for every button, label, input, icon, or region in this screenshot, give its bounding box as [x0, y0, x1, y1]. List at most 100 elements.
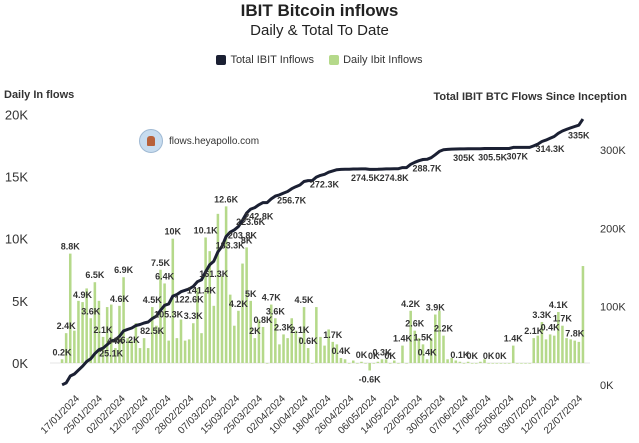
- total-value-label: 274.5K: [351, 173, 381, 183]
- daily-bar: [109, 304, 113, 363]
- daily-bar: [315, 307, 318, 363]
- bar-value-label: 5K: [245, 289, 257, 299]
- bar-value-label: 3.3K: [532, 310, 552, 320]
- apollo-logo-icon: [139, 129, 163, 153]
- daily-bar: [434, 314, 437, 363]
- daily-bar: [171, 238, 175, 363]
- legend-item-total[interactable]: Total IBIT Inflows: [216, 54, 314, 66]
- daily-bar: [368, 363, 371, 371]
- daily-bar: [192, 323, 195, 363]
- daily-bar: [573, 340, 577, 363]
- daily-bar: [282, 334, 285, 363]
- y-left-tick-label: 10K: [5, 232, 28, 247]
- total-value-label: 256.7K: [277, 196, 307, 206]
- bar-value-label: 6.4K: [155, 271, 175, 281]
- bar-value-label: 8K: [241, 235, 253, 245]
- bar-value-label: 10.1K: [194, 225, 219, 235]
- daily-bar: [528, 363, 531, 364]
- daily-bar: [351, 360, 355, 363]
- legend-label-daily: Daily Ibit Inflows: [343, 54, 423, 66]
- total-line-path: [61, 118, 585, 387]
- bar-value-label: 1.7K: [323, 330, 343, 340]
- daily-bar: [557, 312, 560, 363]
- daily-bar: [536, 335, 540, 363]
- total-line: [61, 118, 585, 387]
- daily-bar: [274, 318, 277, 363]
- bar-value-label: 0K: [495, 351, 507, 361]
- daily-bar: [179, 319, 183, 363]
- daily-bar: [228, 294, 232, 363]
- daily-bar: [339, 358, 343, 363]
- daily-bar: [310, 363, 314, 364]
- daily-bar: [401, 345, 404, 363]
- daily-bar: [507, 363, 511, 364]
- daily-bar: [134, 323, 138, 363]
- bar-value-label: 0.6K: [299, 336, 319, 346]
- bar-value-label: 7.5K: [151, 258, 171, 268]
- daily-bar: [565, 338, 568, 363]
- daily-bar: [393, 360, 396, 363]
- bar-value-label: 4.1K: [549, 300, 569, 310]
- bar-value-label: 1.7K: [553, 314, 573, 324]
- daily-bar: [73, 330, 76, 363]
- daily-bar: [68, 253, 72, 363]
- y-left-tick-label: 20K: [5, 107, 28, 122]
- daily-bar: [499, 363, 503, 364]
- daily-bar: [155, 325, 158, 363]
- daily-bar: [360, 361, 363, 363]
- daily-bar: [450, 358, 453, 363]
- total-value-label: 105.3K: [154, 309, 184, 319]
- bar-value-label: 0K: [483, 351, 495, 361]
- daily-bar: [290, 318, 294, 363]
- daily-bar: [552, 335, 556, 363]
- daily-bar: [409, 310, 412, 363]
- y-right-tick-label: 200K: [600, 223, 626, 235]
- daily-bar: [159, 269, 162, 363]
- daily-bar: [261, 326, 265, 363]
- daily-bar: [577, 341, 581, 363]
- bar-value-label: 3.6K: [266, 306, 286, 316]
- daily-bar: [491, 363, 494, 364]
- daily-bar: [364, 363, 367, 364]
- bar-value-label: 2.4K: [57, 321, 77, 331]
- total-value-label: 25.1K: [99, 349, 124, 359]
- daily-bar: [462, 363, 466, 364]
- daily-bar: [220, 275, 224, 363]
- daily-bar: [421, 344, 425, 363]
- daily-bar: [470, 363, 474, 364]
- daily-bar: [380, 359, 384, 363]
- total-value-label: 272.3K: [310, 179, 340, 189]
- bar-value-label: 6.5K: [85, 270, 105, 280]
- daily-bar: [196, 288, 199, 363]
- daily-swatch: [329, 55, 340, 65]
- watermark-text: flows.heyapollo.com: [169, 135, 260, 147]
- legend: Total IBIT Inflows Daily Ibit Inflows: [0, 54, 639, 68]
- y-left-tick-label: 15K: [5, 170, 28, 185]
- total-value-label: 314.3K: [536, 144, 566, 154]
- bar-value-label: 2.1K: [94, 325, 114, 335]
- bar-value-label: 0.4K: [541, 322, 561, 332]
- daily-bar: [306, 348, 310, 363]
- chart-subtitle: Daily & Total To Date: [250, 22, 389, 39]
- bar-value-label: 0.4K: [418, 347, 438, 357]
- daily-bar: [126, 338, 129, 363]
- bar-value-label: 7.8K: [565, 329, 585, 339]
- y-right-tick-label: 100K: [600, 302, 626, 314]
- bar-value-label: 1.5K: [413, 332, 433, 342]
- bar-value-label: 4.9K: [73, 290, 93, 300]
- bar-value-label: 4.7K: [262, 293, 282, 303]
- daily-bar: [93, 282, 97, 363]
- daily-bar: [454, 360, 458, 363]
- daily-bar: [278, 344, 281, 363]
- legend-item-daily[interactable]: Daily Ibit Inflows: [329, 54, 423, 66]
- bar-value-label: 0K: [384, 351, 396, 361]
- daily-bar: [212, 305, 216, 363]
- daily-bar: [294, 330, 298, 363]
- daily-bar: [483, 359, 486, 363]
- total-value-label: 141.4K: [187, 286, 217, 296]
- daily-bar: [249, 300, 252, 363]
- bar-value-label: 6.9K: [114, 265, 134, 275]
- daily-bar: [142, 338, 146, 363]
- y-right-tick-label: 300K: [600, 145, 626, 157]
- daily-bar: [298, 336, 302, 363]
